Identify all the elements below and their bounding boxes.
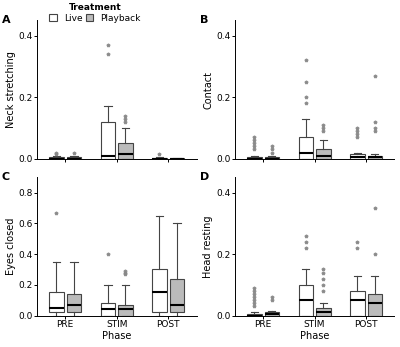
PathPatch shape [265,158,279,159]
PathPatch shape [247,314,262,315]
PathPatch shape [118,143,133,159]
PathPatch shape [265,312,279,315]
PathPatch shape [350,291,364,315]
PathPatch shape [67,158,81,159]
PathPatch shape [299,285,313,315]
PathPatch shape [118,305,133,315]
Y-axis label: Head resting: Head resting [204,215,214,278]
PathPatch shape [67,294,81,312]
X-axis label: Phase: Phase [102,331,131,341]
PathPatch shape [299,137,313,159]
PathPatch shape [170,279,184,312]
PathPatch shape [49,293,64,312]
PathPatch shape [101,303,115,315]
PathPatch shape [368,155,382,159]
Text: B: B [200,15,208,25]
Text: C: C [2,172,10,182]
PathPatch shape [170,158,184,159]
PathPatch shape [152,269,167,312]
Text: D: D [200,172,209,182]
Text: A: A [2,15,10,25]
PathPatch shape [350,154,364,159]
PathPatch shape [368,294,382,315]
Legend: Live, Playback: Live, Playback [49,3,141,23]
X-axis label: Phase: Phase [300,331,329,341]
PathPatch shape [247,158,262,159]
Y-axis label: Contact: Contact [204,70,214,109]
Y-axis label: Neck stretching: Neck stretching [6,51,16,128]
PathPatch shape [101,122,115,159]
PathPatch shape [316,150,330,159]
PathPatch shape [49,157,64,159]
Y-axis label: Eyes closed: Eyes closed [6,218,16,275]
PathPatch shape [152,158,167,159]
PathPatch shape [316,308,330,315]
